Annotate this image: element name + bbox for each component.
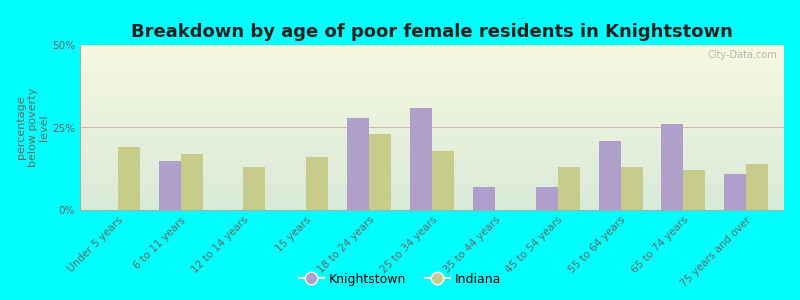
Bar [558,167,580,210]
Bar [181,154,202,210]
Bar [306,157,328,210]
Bar [621,167,642,210]
Bar [683,170,706,210]
Bar [662,124,683,210]
Bar [158,160,181,210]
Bar [746,164,768,210]
Bar [724,174,746,210]
Y-axis label: percentage
below poverty
level: percentage below poverty level [16,88,50,167]
Legend: Knightstown, Indiana: Knightstown, Indiana [294,268,506,291]
Bar [410,108,432,210]
Bar [118,147,140,210]
Bar [369,134,391,210]
Text: City-Data.com: City-Data.com [707,50,777,60]
Bar [473,187,495,210]
Bar [347,118,369,210]
Bar [432,151,454,210]
Bar [243,167,266,210]
Bar [536,187,558,210]
Bar [598,141,621,210]
Title: Breakdown by age of poor female residents in Knightstown: Breakdown by age of poor female resident… [131,23,733,41]
